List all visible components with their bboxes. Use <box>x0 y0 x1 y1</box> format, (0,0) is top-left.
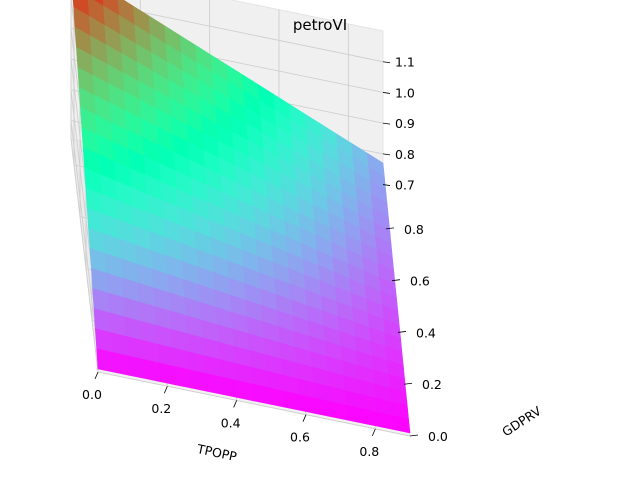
z-tick-label: 0.7 <box>395 178 415 193</box>
x-tick-mark <box>163 386 168 394</box>
surface-patch <box>112 352 130 376</box>
y-tick-mark <box>385 227 395 230</box>
surface-patch <box>205 373 224 395</box>
surface-patch <box>127 355 146 379</box>
x-tick-label: 0.0 <box>82 387 102 402</box>
chart-title: petroVI <box>293 16 347 34</box>
x-tick-mark <box>233 400 238 408</box>
z-tick-mark <box>382 61 391 64</box>
x-axis-label: TPOPP <box>195 441 239 464</box>
y-tick-label: 0.4 <box>416 325 436 340</box>
y-tick-mark <box>409 434 419 437</box>
surface-patch <box>143 359 161 383</box>
y-axis-label: GDPRV <box>499 403 544 439</box>
grid-line-y-floor <box>97 371 411 437</box>
z-tick-label: 1.0 <box>395 85 415 100</box>
surface-patch <box>158 362 177 386</box>
x-tick-mark <box>371 428 376 437</box>
x-tick-mark <box>302 414 307 422</box>
axes: 0.0 0.2 0.4 0.6 0.8 0.0 0.2 0.4 0.6 0.8 0.7 0.8 0.9 1… <box>82 55 448 459</box>
surface-patch <box>174 366 192 389</box>
y-tick-label: 0.8 <box>404 222 424 237</box>
z-tick-mark <box>382 122 391 125</box>
surface-patch <box>190 369 208 392</box>
x-tick-label: 0.8 <box>359 444 379 459</box>
x-tick-label: 0.2 <box>151 401 171 416</box>
z-tick-label: 0.8 <box>395 147 415 162</box>
z-tick-label: 0.9 <box>395 116 415 131</box>
surface-patch <box>267 387 286 408</box>
y-tick-mark <box>391 279 401 282</box>
x-tick-label: 0.4 <box>221 415 241 430</box>
y-tick-mark <box>403 382 413 385</box>
z-tick-mark <box>382 184 391 186</box>
grid-line-z-wall <box>70 120 99 354</box>
y-tick-label: 0.6 <box>410 274 430 289</box>
grid-line-x-floor <box>70 138 99 373</box>
z-tick-mark <box>382 92 391 94</box>
x-tick-label: 0.6 <box>290 430 310 445</box>
surface-patch <box>236 380 255 402</box>
y-tick-mark <box>397 331 407 333</box>
y-tick-label: 0.2 <box>422 377 442 392</box>
z-tick-label: 1.1 <box>395 55 415 70</box>
z-tick-mark <box>382 153 391 156</box>
y-tick-label: 0.0 <box>428 429 448 444</box>
surface-patch <box>221 376 239 399</box>
surface-patch <box>392 415 411 434</box>
surface-mesh <box>72 0 411 434</box>
x-tick-mark <box>94 371 99 380</box>
surface-patch <box>96 348 114 373</box>
